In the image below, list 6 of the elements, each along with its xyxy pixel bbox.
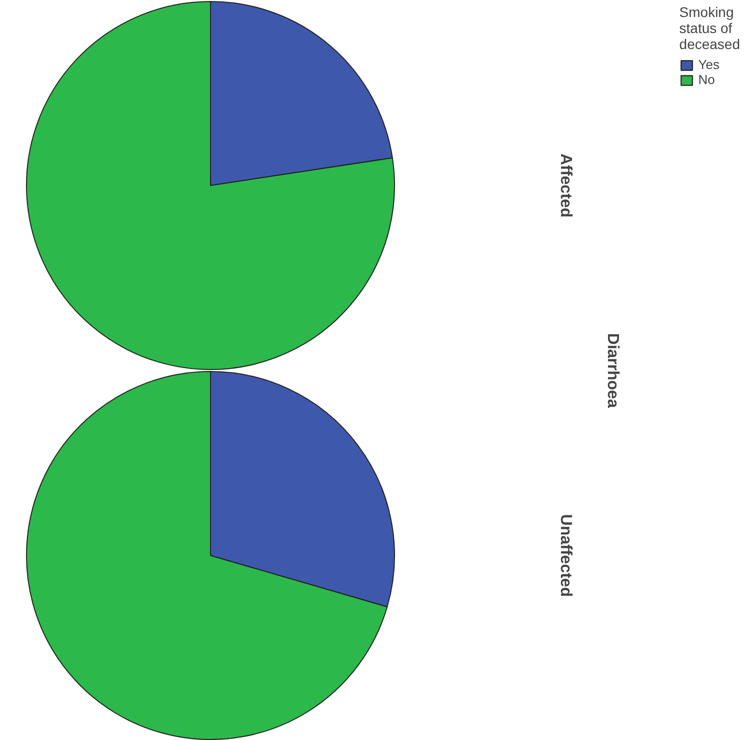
text: Affected (557, 153, 574, 218)
text: Diarrhoea (604, 333, 621, 408)
legend-title: Smoking status of deceased (679, 4, 740, 52)
legend-label: Yes (698, 57, 720, 72)
text: Unaffected (557, 514, 574, 597)
legend-label: No (698, 72, 716, 87)
